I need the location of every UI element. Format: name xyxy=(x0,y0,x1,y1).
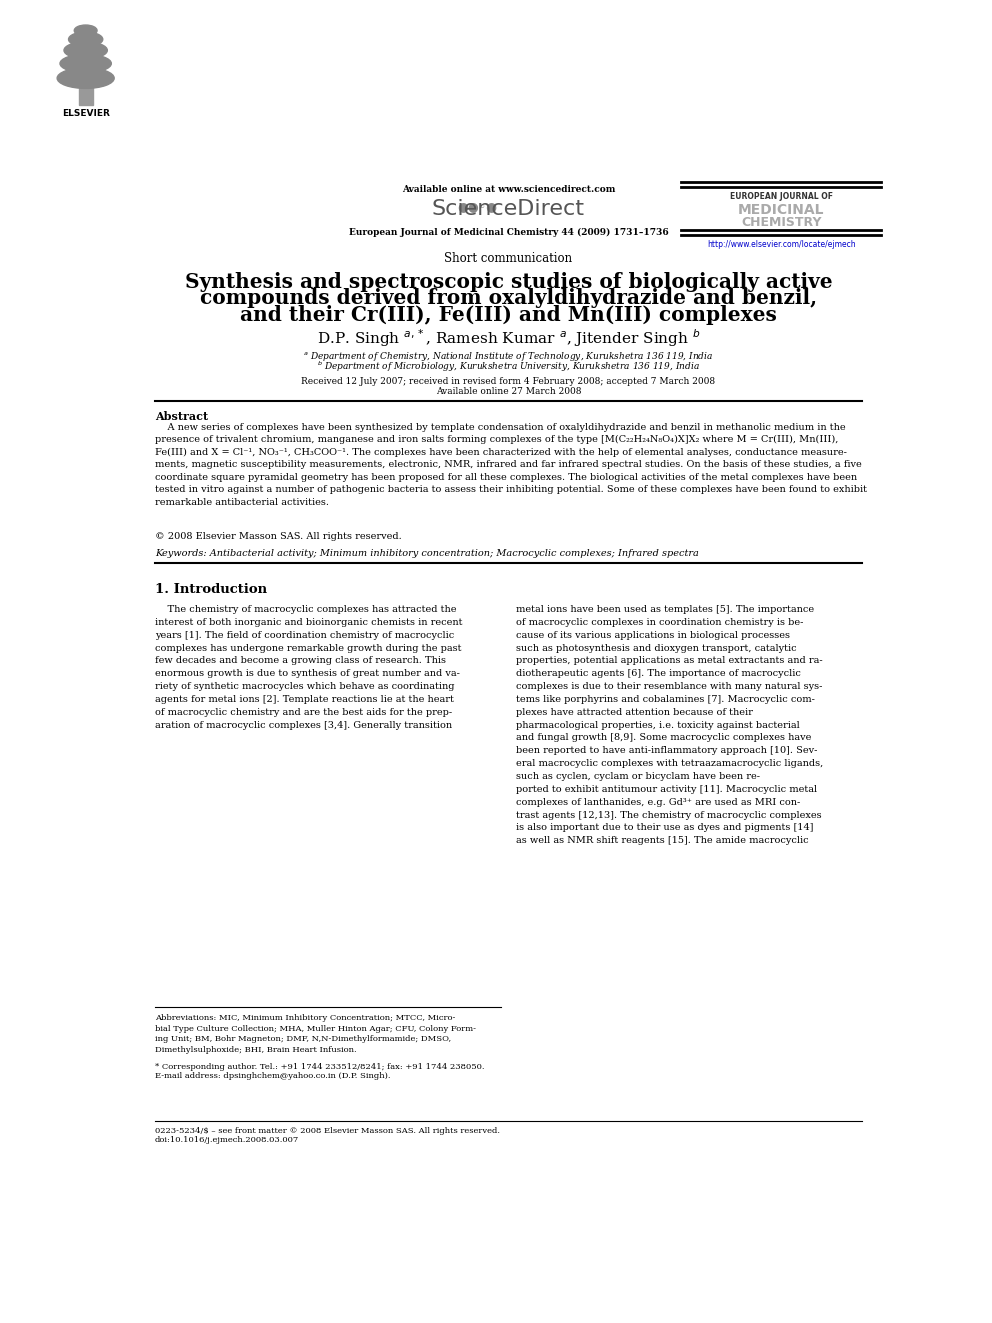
Text: ●●◦●: ●●◦● xyxy=(457,200,498,213)
Ellipse shape xyxy=(60,54,111,73)
Text: compounds derived from oxalyldihydrazide and benzil,: compounds derived from oxalyldihydrazide… xyxy=(199,288,817,308)
Text: Available online 27 March 2008: Available online 27 March 2008 xyxy=(435,386,581,396)
Text: Abbreviations: MIC, Minimum Inhibitory Concentration; MTCC, Micro-
bial Type Cul: Abbreviations: MIC, Minimum Inhibitory C… xyxy=(155,1015,476,1053)
Ellipse shape xyxy=(74,25,97,36)
Bar xyxy=(78,87,92,106)
Text: * Corresponding author. Tel.: +91 1744 233512/8241; fax: +91 1744 238050.: * Corresponding author. Tel.: +91 1744 2… xyxy=(155,1064,484,1072)
Text: CHEMISTRY: CHEMISTRY xyxy=(741,217,821,229)
Ellipse shape xyxy=(58,67,114,89)
Text: © 2008 Elsevier Masson SAS. All rights reserved.: © 2008 Elsevier Masson SAS. All rights r… xyxy=(155,532,402,541)
Text: Abstract: Abstract xyxy=(155,411,208,422)
Text: 1. Introduction: 1. Introduction xyxy=(155,582,267,595)
Text: doi:10.1016/j.ejmech.2008.03.007: doi:10.1016/j.ejmech.2008.03.007 xyxy=(155,1135,299,1143)
Text: $^{b}$ Department of Microbiology, Kurukshetra University, Kurukshetra 136 119, : $^{b}$ Department of Microbiology, Kuruk… xyxy=(317,360,699,374)
Text: Synthesis and spectroscopic studies of biologically active: Synthesis and spectroscopic studies of b… xyxy=(185,273,832,292)
Text: E-mail address: dpsinghchem@yahoo.co.in (D.P. Singh).: E-mail address: dpsinghchem@yahoo.co.in … xyxy=(155,1072,390,1080)
Text: Keywords: Antibacterial activity; Minimum inhibitory concentration; Macrocyclic : Keywords: Antibacterial activity; Minimu… xyxy=(155,549,698,558)
Text: Short communication: Short communication xyxy=(444,253,572,265)
Text: European Journal of Medicinal Chemistry 44 (2009) 1731–1736: European Journal of Medicinal Chemistry … xyxy=(348,228,669,237)
Text: metal ions have been used as templates [5]. The importance
of macrocyclic comple: metal ions have been used as templates [… xyxy=(516,605,823,845)
Text: http://www.elsevier.com/locate/ejmech: http://www.elsevier.com/locate/ejmech xyxy=(707,239,856,249)
Text: Available online at www.sciencedirect.com: Available online at www.sciencedirect.co… xyxy=(402,185,615,194)
Text: A new series of complexes have been synthesized by template condensation of oxal: A new series of complexes have been synt… xyxy=(155,422,867,507)
Text: ScienceDirect: ScienceDirect xyxy=(432,198,585,218)
Text: Received 12 July 2007; received in revised form 4 February 2008; accepted 7 Marc: Received 12 July 2007; received in revis… xyxy=(302,377,715,386)
Ellipse shape xyxy=(64,42,107,58)
Text: and their Cr(III), Fe(III) and Mn(III) complexes: and their Cr(III), Fe(III) and Mn(III) c… xyxy=(240,304,777,324)
Text: 0223-5234/$ – see front matter © 2008 Elsevier Masson SAS. All rights reserved.: 0223-5234/$ – see front matter © 2008 El… xyxy=(155,1127,500,1135)
Text: The chemistry of macrocyclic complexes has attracted the
interest of both inorga: The chemistry of macrocyclic complexes h… xyxy=(155,605,462,729)
Text: MEDICINAL: MEDICINAL xyxy=(738,202,824,217)
Ellipse shape xyxy=(68,32,103,46)
Text: D.P. Singh $^{a,*}$, Ramesh Kumar $^{a}$, Jitender Singh $^{b}$: D.P. Singh $^{a,*}$, Ramesh Kumar $^{a}$… xyxy=(316,327,700,349)
Text: EUROPEAN JOURNAL OF: EUROPEAN JOURNAL OF xyxy=(730,192,833,201)
Text: ELSEVIER: ELSEVIER xyxy=(62,108,109,118)
Text: $^{a}$ Department of Chemistry, National Institute of Technology, Kurukshetra 13: $^{a}$ Department of Chemistry, National… xyxy=(304,349,713,363)
